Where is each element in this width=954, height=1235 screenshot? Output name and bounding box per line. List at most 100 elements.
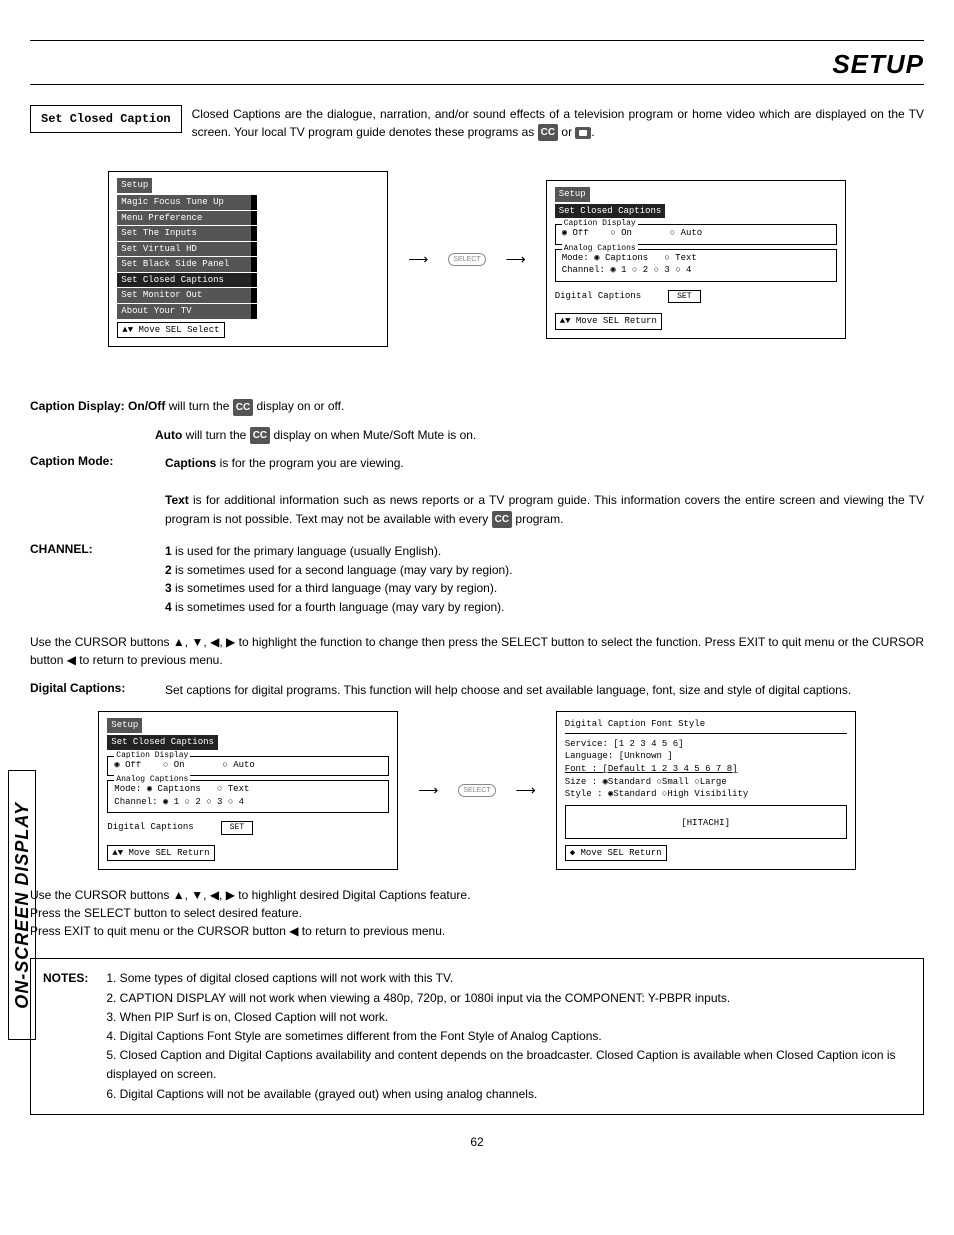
ch4[interactable]: 4 xyxy=(675,265,691,275)
channel-label: Channel: xyxy=(562,265,605,275)
cc2-h2: Set Closed Captions xyxy=(107,735,218,750)
cd-on-2[interactable]: On xyxy=(163,760,185,770)
cc-menu-header: Setup xyxy=(555,187,590,202)
side-tab-text: ON-SCREEN DISPLAY xyxy=(12,802,33,1009)
note-item: 4. Digital Captions Font Style are somet… xyxy=(106,1027,904,1046)
ch2-2[interactable]: 2 xyxy=(185,797,201,807)
caption-display-def: Caption Display: On/Off will turn the CC… xyxy=(30,397,924,415)
fs-preview: [HITACHI] xyxy=(565,805,847,839)
ch1-2[interactable]: 1 xyxy=(163,797,179,807)
cc-menu-panel-2: Setup Set Closed Captions Caption Displa… xyxy=(98,711,398,870)
setup-menu-item[interactable]: Menu Preference xyxy=(117,211,257,226)
channel-row: CHANNEL: 1 is used for the primary langu… xyxy=(30,542,924,616)
analog-legend-2: Analog Captions xyxy=(114,774,190,785)
set-button-2[interactable]: SET xyxy=(221,821,253,834)
digital-captions-label: Digital Captions: xyxy=(30,681,155,700)
cd-legend-2: Caption Display xyxy=(114,750,190,761)
fs-size: Size : ◉Standard ○Small ○Large xyxy=(565,776,847,789)
fs-language: Language: [Unknown ] xyxy=(565,750,847,763)
caption-display-legend: Caption Display xyxy=(562,218,638,229)
fs-font: Font : [Default 1 2 3 4 5 6 7 8] xyxy=(565,763,847,776)
ch2[interactable]: 2 xyxy=(632,265,648,275)
cd-off-2[interactable]: Off xyxy=(114,760,141,770)
mode-label-2: Mode: xyxy=(114,784,141,794)
setup-menu-item[interactable]: Set Closed Captions xyxy=(117,273,257,288)
chlabel-2: Channel: xyxy=(114,797,157,807)
auto-label: Auto xyxy=(155,428,182,442)
auto-text2: display on when Mute/Soft Mute is on. xyxy=(270,428,476,442)
auto-def: Auto will turn the CC display on when Mu… xyxy=(155,426,924,444)
mode-captions-2[interactable]: Captions xyxy=(147,784,201,794)
intro-text: Closed Captions are the dialogue, narrat… xyxy=(192,105,924,141)
speech-bubble-icon xyxy=(575,127,591,139)
ch3-2[interactable]: 3 xyxy=(206,797,222,807)
caption-mode-row: Caption Mode: Captions is for the progra… xyxy=(30,454,924,528)
analog-captions-group: Analog Captions Mode: Captions Text Chan… xyxy=(555,249,837,282)
cc2-h1: Setup xyxy=(107,718,142,733)
cd-auto-2[interactable]: Auto xyxy=(222,760,254,770)
ch3[interactable]: 3 xyxy=(654,265,670,275)
digital-captions-def: Digital Captions: Set captions for digit… xyxy=(30,681,924,700)
digital-captions-row: Digital Captions SET xyxy=(555,290,837,303)
caption-mode-label: Caption Mode: xyxy=(30,454,155,528)
font-style-header: Digital Caption Font Style xyxy=(565,718,847,734)
intro-text-3: . xyxy=(591,125,594,139)
auto-text: will turn the xyxy=(182,428,249,442)
notes-box: NOTES: 1. Some types of digital closed c… xyxy=(30,958,924,1114)
digital-captions-text: Set captions for digital programs. This … xyxy=(165,681,924,700)
cc-menu-panel: Setup Set Closed Captions Caption Displa… xyxy=(546,180,846,339)
c2-0: Use the CURSOR buttons ▲, ▼, ◀, ▶ to hig… xyxy=(30,886,924,904)
cc-icon: CC xyxy=(538,124,558,141)
menu-row-2: Setup Set Closed Captions Caption Displa… xyxy=(30,711,924,870)
intro-row: Set Closed Caption Closed Captions are t… xyxy=(30,105,924,141)
setup-menu-header: Setup xyxy=(117,178,152,193)
cd-group-2: Caption Display Off On Auto xyxy=(107,756,389,777)
setup-menu-item[interactable]: Magic Focus Tune Up xyxy=(117,195,257,210)
captions-label: Captions xyxy=(165,456,216,470)
set-button[interactable]: SET xyxy=(668,290,700,303)
cd-off[interactable]: Off xyxy=(562,228,589,238)
mode-captions[interactable]: Captions xyxy=(594,253,648,263)
cc-icon: CC xyxy=(250,427,270,444)
note-item: 1. Some types of digital closed captions… xyxy=(106,969,904,988)
channel-line: 1 is used for the primary language (usua… xyxy=(165,542,924,561)
fs-footer: ◆ Move SEL Return xyxy=(565,845,667,862)
onoff-label: On/Off xyxy=(128,399,165,413)
mode-label: Mode: xyxy=(562,253,589,263)
cursor-para: Use the CURSOR buttons ▲, ▼, ◀, ▶ to hig… xyxy=(30,633,924,669)
onoff-text: will turn the xyxy=(165,399,232,413)
setup-menu-panel: Setup Magic Focus Tune UpMenu Preference… xyxy=(108,171,388,347)
side-tab: ON-SCREEN DISPLAY xyxy=(8,770,36,1040)
arrow-icon: ⟶ xyxy=(408,251,428,268)
c2-2: Press EXIT to quit menu or the CURSOR bu… xyxy=(30,922,924,940)
arrow-icon: ⟶ xyxy=(506,251,526,268)
fs-style: Style : ◉Standard ○High Visibility xyxy=(565,788,847,801)
notes-label: NOTES: xyxy=(43,969,103,988)
onoff-text2: display on or off. xyxy=(253,399,344,413)
cc-menu-subheader: Set Closed Captions xyxy=(555,204,666,219)
intro-text-2: or xyxy=(561,125,575,139)
fs-service: Service: [1 2 3 4 5 6] xyxy=(565,738,847,751)
ch1[interactable]: 1 xyxy=(610,265,626,275)
setup-menu-item[interactable]: Set Black Side Panel xyxy=(117,257,257,272)
setup-menu-item[interactable]: About Your TV xyxy=(117,304,257,319)
channel-body: 1 is used for the primary language (usua… xyxy=(165,542,924,616)
captions-text: is for the program you are viewing. xyxy=(216,456,403,470)
c2-1: Press the SELECT button to select desire… xyxy=(30,904,924,922)
mode-text-2[interactable]: Text xyxy=(217,784,249,794)
cd-auto[interactable]: Auto xyxy=(670,228,702,238)
page-header: SETUP xyxy=(30,49,924,80)
text-text2: program. xyxy=(512,512,563,526)
setup-menu-item[interactable]: Set Virtual HD xyxy=(117,242,257,257)
caption-display-label: Caption Display: xyxy=(30,399,125,413)
setup-menu-item[interactable]: Set Monitor Out xyxy=(117,288,257,303)
digital-captions-label: Digital Captions xyxy=(555,291,641,301)
header-underline xyxy=(30,84,924,85)
cd-on[interactable]: On xyxy=(610,228,632,238)
analog-legend: Analog Captions xyxy=(562,243,638,254)
channel-line: 3 is sometimes used for a third language… xyxy=(165,579,924,598)
ch4-2[interactable]: 4 xyxy=(228,797,244,807)
mode-text[interactable]: Text xyxy=(664,253,696,263)
setup-menu-item[interactable]: Set The Inputs xyxy=(117,226,257,241)
select-button-icon: SELECT xyxy=(448,253,485,266)
